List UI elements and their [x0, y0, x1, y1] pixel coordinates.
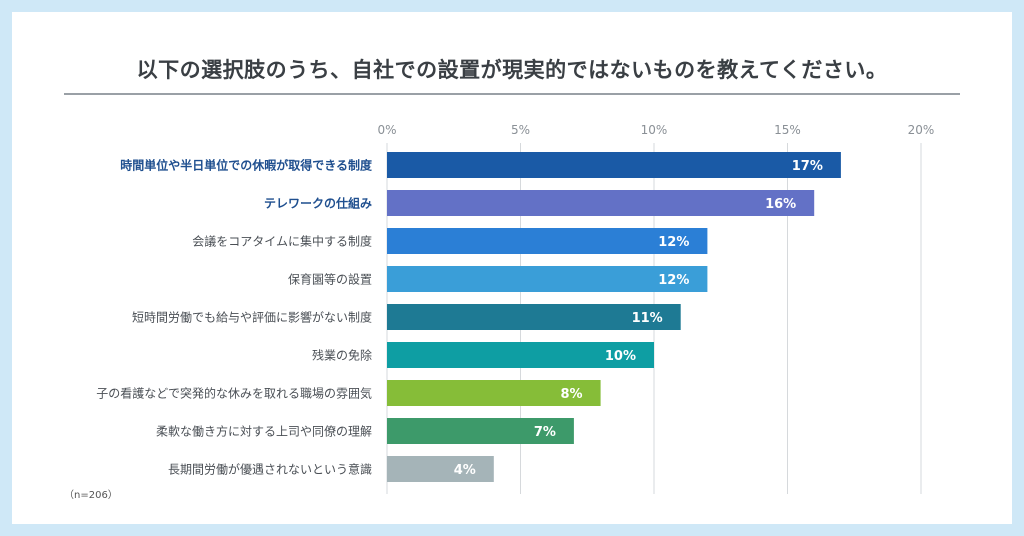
sample-size-note: （n=206）: [64, 490, 118, 501]
category-label: 会議をコアタイムに集中する制度: [192, 234, 372, 249]
x-tick-label: 5%: [511, 123, 530, 137]
value-label: 11%: [632, 311, 663, 326]
bar: [387, 342, 654, 368]
category-label: 柔軟な働き方に対する上司や同僚の理解: [156, 424, 372, 439]
bar: [387, 304, 681, 330]
x-tick-label: 10%: [641, 123, 668, 137]
category-label: 保育園等の設置: [288, 272, 372, 287]
x-tick-label: 20%: [908, 123, 935, 137]
category-label: 長期間労働が優遇されないという意識: [168, 462, 372, 477]
category-label: 残業の免除: [312, 348, 372, 363]
category-label: 子の看護などで突発的な休みを取れる職場の雰囲気: [96, 386, 372, 401]
value-label: 7%: [534, 425, 556, 440]
bar: [387, 456, 494, 482]
value-label: 10%: [605, 349, 636, 364]
bar: [387, 266, 708, 292]
x-tick-label: 0%: [377, 123, 396, 137]
value-label: 4%: [454, 463, 476, 478]
bar: [387, 190, 815, 216]
bar: [387, 418, 574, 444]
title-divider: [64, 93, 960, 95]
value-label: 12%: [658, 235, 689, 250]
category-label: 時間単位や半日単位での休暇が取得できる制度: [120, 158, 373, 173]
value-label: 17%: [792, 159, 823, 174]
category-label: 短時間労働でも給与や評価に影響がない制度: [132, 310, 372, 325]
value-label: 8%: [561, 387, 583, 402]
value-label: 12%: [658, 273, 689, 288]
bar: [387, 380, 601, 406]
value-label: 16%: [765, 197, 796, 212]
category-label: テレワークの仕組み: [264, 196, 372, 211]
bar: [387, 228, 708, 254]
chart-title: 以下の選択肢のうち、自社での設置が現実的ではないものを教えてください。: [136, 58, 888, 82]
x-tick-label: 15%: [774, 123, 801, 137]
bar: [387, 152, 841, 178]
